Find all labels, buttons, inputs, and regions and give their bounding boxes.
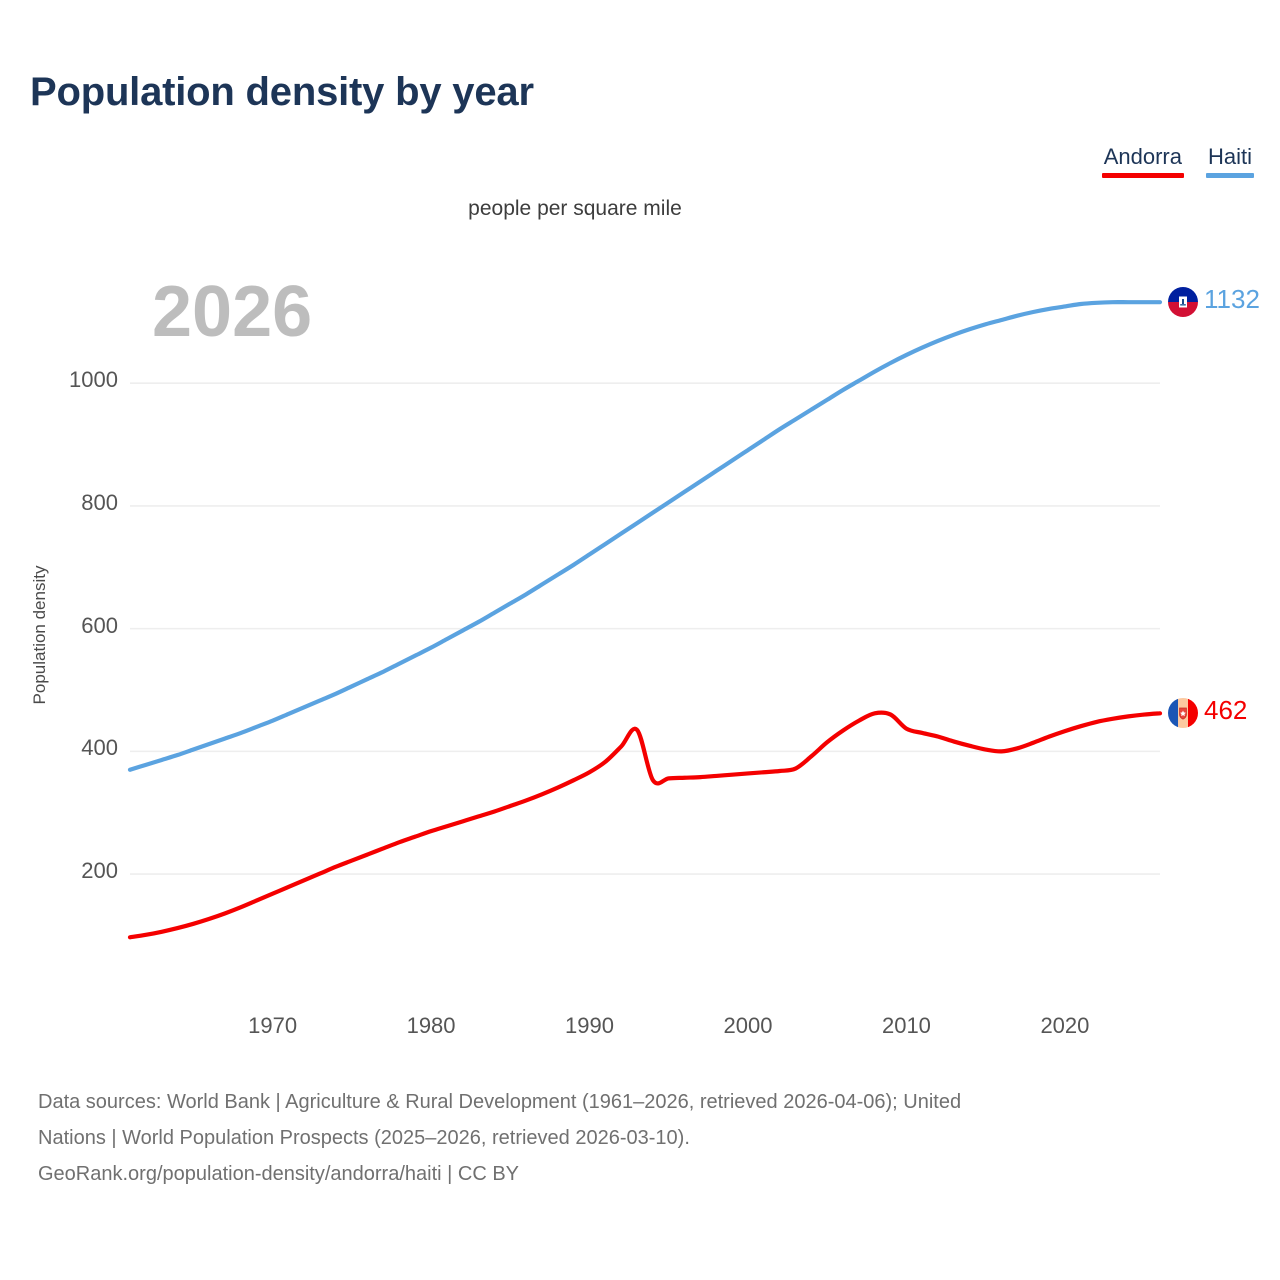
page-title: Population density by year: [30, 70, 534, 114]
footer-line-1: Data sources: World Bank | Agriculture &…: [38, 1091, 962, 1113]
chart-legend: Andorra Haiti: [1101, 144, 1254, 178]
legend-label-haiti: Haiti: [1207, 144, 1252, 169]
footer-line-2: Nations | World Population Prospects (20…: [38, 1127, 690, 1149]
x-tick-label: 2010: [881, 1013, 931, 1038]
series-line-haiti[interactable]: [127, 300, 1163, 772]
chart-subtitle: people per square mile: [468, 197, 682, 220]
x-tick-label: 1980: [406, 1013, 456, 1038]
line-chart-svg: [127, 300, 1163, 940]
legend-label-andorra: Andorra: [1103, 144, 1182, 169]
plot-area: 200 400 600 800 1000 1970 1980 1990 2000 2010 202…: [30, 284, 1260, 1038]
x-tick-label: 2020: [1040, 1013, 1090, 1038]
y-tick-label: 600: [81, 612, 118, 638]
andorra-end-label: 462: [1204, 695, 1248, 726]
legend-rule-haiti: [1205, 173, 1254, 178]
x-tick-label: 1970: [248, 1013, 298, 1038]
series-lines: [127, 300, 1163, 940]
y-tick-label: 200: [81, 858, 118, 884]
footer-line-3: GeoRank.org/population-density/andorra/h…: [38, 1163, 520, 1185]
andorra-flag-icon: [1168, 698, 1198, 729]
haiti-end-label: 1132: [1204, 284, 1260, 315]
x-tick-label: 1990: [565, 1013, 615, 1038]
legend-item-haiti[interactable]: Haiti: [1205, 144, 1254, 178]
y-tick-label: 800: [81, 489, 118, 515]
y-tick-label: 400: [81, 735, 118, 761]
footer-sources: Data sources: World Bank | Agriculture &…: [38, 1084, 1258, 1192]
haiti-flag-icon: [1168, 287, 1198, 318]
x-tick-label: 2000: [723, 1013, 773, 1038]
y-tick-label: 1000: [69, 367, 118, 393]
y-axis-label: Population density: [30, 565, 49, 705]
gridlines: [130, 382, 1160, 875]
legend-rule-andorra: [1101, 173, 1184, 178]
series-line-andorra[interactable]: [127, 710, 1163, 940]
legend-item-andorra[interactable]: Andorra: [1101, 144, 1184, 178]
year-watermark: 2026: [152, 272, 313, 352]
